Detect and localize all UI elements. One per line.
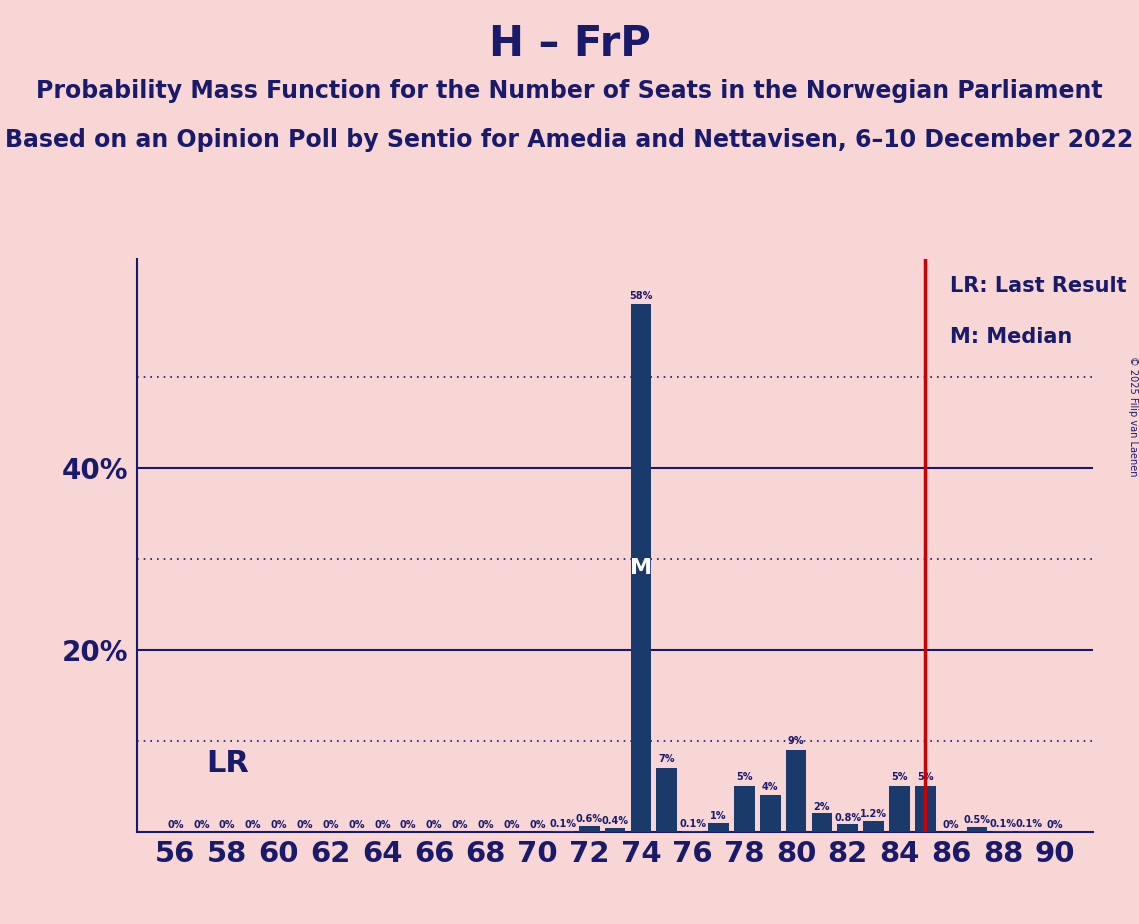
Bar xyxy=(605,828,625,832)
Bar xyxy=(734,786,755,832)
Text: 0.6%: 0.6% xyxy=(575,814,603,824)
Text: 0%: 0% xyxy=(530,820,546,830)
Text: 0%: 0% xyxy=(219,820,236,830)
Text: LR: LR xyxy=(206,748,249,778)
Bar xyxy=(915,786,936,832)
Text: 0%: 0% xyxy=(374,820,391,830)
Text: © 2025 Filip van Laenen: © 2025 Filip van Laenen xyxy=(1129,356,1138,476)
Text: 58%: 58% xyxy=(629,290,653,300)
Text: 0%: 0% xyxy=(426,820,442,830)
Text: M: M xyxy=(630,558,652,578)
Text: 5%: 5% xyxy=(891,772,908,783)
Text: 0.8%: 0.8% xyxy=(834,812,861,822)
Text: 0%: 0% xyxy=(322,820,339,830)
Bar xyxy=(760,796,780,832)
Bar xyxy=(890,786,910,832)
Text: Based on an Opinion Poll by Sentio for Amedia and Nettavisen, 6–10 December 2022: Based on an Opinion Poll by Sentio for A… xyxy=(6,128,1133,152)
Text: 0%: 0% xyxy=(245,820,261,830)
Text: 0.1%: 0.1% xyxy=(990,819,1016,829)
Text: 2%: 2% xyxy=(813,802,830,811)
Text: 0.1%: 0.1% xyxy=(550,819,576,829)
Text: H – FrP: H – FrP xyxy=(489,23,650,65)
Bar xyxy=(786,749,806,832)
Bar xyxy=(837,824,858,832)
Text: 0.1%: 0.1% xyxy=(679,819,706,829)
Bar xyxy=(579,826,599,832)
Text: 0%: 0% xyxy=(194,820,210,830)
Text: 0.4%: 0.4% xyxy=(601,816,629,826)
Text: 0%: 0% xyxy=(452,820,468,830)
Bar xyxy=(863,821,884,832)
Text: 0%: 0% xyxy=(503,820,519,830)
Text: 7%: 7% xyxy=(658,754,675,764)
Bar xyxy=(631,304,652,832)
Text: 1%: 1% xyxy=(711,810,727,821)
Text: 0.1%: 0.1% xyxy=(1015,819,1042,829)
Text: M: Median: M: Median xyxy=(950,327,1072,347)
Text: 0.5%: 0.5% xyxy=(964,815,991,825)
Text: 5%: 5% xyxy=(736,772,753,783)
Text: 0%: 0% xyxy=(296,820,313,830)
Text: 0%: 0% xyxy=(943,820,959,830)
Text: LR: Last Result: LR: Last Result xyxy=(950,276,1126,296)
Text: 0%: 0% xyxy=(167,820,183,830)
Bar xyxy=(656,768,677,832)
Bar xyxy=(812,813,833,832)
Text: 0%: 0% xyxy=(1047,820,1063,830)
Text: 0%: 0% xyxy=(349,820,364,830)
Text: 5%: 5% xyxy=(917,772,934,783)
Bar xyxy=(708,822,729,832)
Text: 1.2%: 1.2% xyxy=(860,808,887,819)
Text: Probability Mass Function for the Number of Seats in the Norwegian Parliament: Probability Mass Function for the Number… xyxy=(36,79,1103,103)
Text: 4%: 4% xyxy=(762,782,778,792)
Text: 0%: 0% xyxy=(271,820,287,830)
Text: 0%: 0% xyxy=(400,820,417,830)
Bar xyxy=(967,827,988,832)
Text: 9%: 9% xyxy=(788,736,804,746)
Text: 0%: 0% xyxy=(477,820,494,830)
